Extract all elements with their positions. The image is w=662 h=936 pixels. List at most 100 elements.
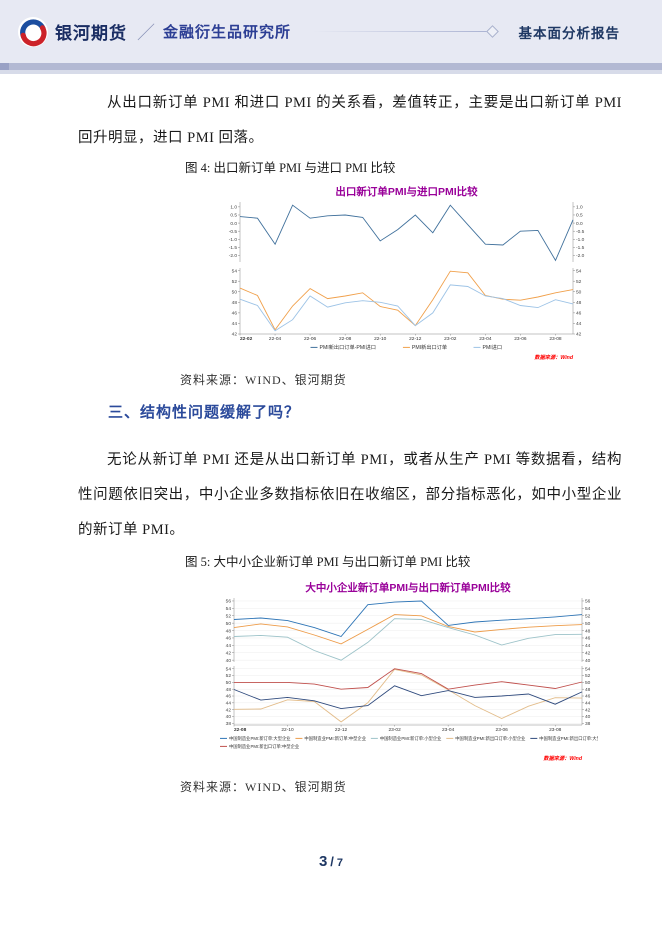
- svg-text:56: 56: [226, 599, 232, 605]
- svg-text:中国制造业PMI:新出口订单:小型企业: 中国制造业PMI:新出口订单:小型企业: [455, 735, 526, 742]
- svg-text:48: 48: [576, 300, 582, 306]
- svg-text:42: 42: [585, 707, 591, 713]
- header-band-cap: [0, 63, 9, 70]
- figure4-source-note: 资料来源：WIND、银河期货: [180, 373, 347, 387]
- svg-text:22-08: 22-08: [339, 336, 352, 342]
- svg-text:大中小企业新订单PMI与出口新订单PMI比较: 大中小企业新订单PMI与出口新订单PMI比较: [305, 582, 511, 594]
- svg-text:50: 50: [585, 621, 591, 627]
- section-heading: 三、结构性问题缓解了吗？: [108, 405, 301, 421]
- paragraph-2: 无论从新订单 PMI 还是从出口新订单 PMI，或者从生产 PMI 等数据看，结…: [78, 452, 622, 538]
- svg-text:23-04: 23-04: [442, 727, 455, 733]
- svg-text:-2.0: -2.0: [576, 253, 585, 259]
- svg-text:23-06: 23-06: [514, 336, 527, 342]
- svg-text:PMI进口: PMI进口: [483, 343, 503, 351]
- svg-text:中国制造业PMI:新订单:中型企业: 中国制造业PMI:新订单:中型企业: [304, 735, 366, 742]
- svg-text:46: 46: [585, 694, 591, 700]
- svg-text:-0.5: -0.5: [229, 229, 238, 235]
- svg-text:56: 56: [585, 599, 591, 605]
- brand-divider: ／: [137, 22, 155, 43]
- page-number: 3/7: [0, 853, 662, 871]
- svg-text:0.5: 0.5: [576, 213, 583, 219]
- svg-text:-1.5: -1.5: [576, 245, 585, 251]
- svg-text:40: 40: [585, 658, 591, 664]
- header-band-light: [0, 70, 662, 74]
- svg-text:22-10: 22-10: [374, 336, 387, 342]
- svg-text:46: 46: [232, 311, 238, 317]
- svg-text:44: 44: [585, 643, 591, 649]
- svg-text:中国制造业PMI:新订单:大型企业: 中国制造业PMI:新订单:大型企业: [229, 735, 291, 742]
- svg-text:-1.0: -1.0: [229, 237, 238, 243]
- svg-text:50: 50: [226, 680, 232, 686]
- svg-text:48: 48: [232, 300, 238, 306]
- svg-text:54: 54: [585, 606, 591, 612]
- svg-text:40: 40: [585, 714, 591, 720]
- svg-text:22-12: 22-12: [409, 336, 422, 342]
- svg-text:中国制造业PMI:新出口订单:大型企业: 中国制造业PMI:新出口订单:大型企业: [539, 735, 598, 742]
- header-divider-line: [313, 25, 499, 38]
- header-band: [0, 63, 662, 70]
- svg-text:0.0: 0.0: [230, 221, 237, 227]
- svg-text:46: 46: [585, 636, 591, 642]
- figure5-source-note: 资料来源：WIND、银河期货: [180, 780, 347, 794]
- svg-text:23-06: 23-06: [496, 727, 509, 733]
- diamond-icon: [485, 25, 499, 38]
- svg-text:44: 44: [226, 643, 232, 649]
- svg-text:54: 54: [232, 268, 238, 274]
- svg-text:42: 42: [226, 707, 232, 713]
- svg-text:50: 50: [226, 621, 232, 627]
- svg-text:44: 44: [226, 701, 232, 707]
- svg-text:42: 42: [576, 332, 582, 338]
- svg-text:22-08: 22-08: [234, 727, 247, 733]
- figure5-chart: 大中小企业新订单PMI与出口新订单PMI比较 56 56 54 54 52 52 50 50 48…: [218, 581, 610, 777]
- institute-name: 金融衍生品研究所: [163, 24, 292, 41]
- svg-text:22-12: 22-12: [335, 727, 348, 733]
- svg-text:54: 54: [576, 268, 582, 274]
- svg-text:54: 54: [585, 666, 591, 672]
- svg-text:46: 46: [576, 311, 582, 317]
- svg-text:46: 46: [226, 694, 232, 700]
- svg-text:出口新订单PMI与进口PMI比较: 出口新订单PMI与进口PMI比较: [335, 186, 478, 198]
- svg-text:-1.0: -1.0: [576, 237, 585, 243]
- svg-text:PMI新出口订单-PMI进口: PMI新出口订单-PMI进口: [320, 343, 377, 351]
- page-current: 3: [318, 853, 328, 870]
- svg-text:23-08: 23-08: [549, 727, 562, 733]
- svg-text:42: 42: [226, 650, 232, 656]
- svg-text:50: 50: [585, 680, 591, 686]
- svg-text:23-04: 23-04: [479, 336, 492, 342]
- svg-text:48: 48: [585, 687, 591, 693]
- svg-text:42: 42: [232, 332, 238, 338]
- svg-text:48: 48: [585, 628, 591, 634]
- svg-text:1.0: 1.0: [576, 205, 583, 211]
- report-type-label: 基本面分析报告: [518, 25, 620, 41]
- svg-text:23-08: 23-08: [549, 336, 562, 342]
- svg-text:22-10: 22-10: [281, 727, 294, 733]
- svg-text:23-02: 23-02: [388, 727, 401, 733]
- svg-text:48: 48: [226, 628, 232, 634]
- svg-text:44: 44: [576, 321, 582, 327]
- svg-text:22-04: 22-04: [269, 336, 282, 342]
- svg-text:52: 52: [585, 673, 591, 679]
- svg-text:54: 54: [226, 606, 232, 612]
- page-total: 7: [336, 857, 344, 869]
- svg-text:44: 44: [232, 321, 238, 327]
- svg-text:-2.0: -2.0: [229, 253, 238, 259]
- svg-text:-0.5: -0.5: [576, 229, 585, 235]
- brand-name: 银河期货: [55, 24, 127, 43]
- svg-text:中国制造业PMI:新出口订单:中型企业: 中国制造业PMI:新出口订单:中型企业: [229, 743, 300, 750]
- svg-text:0.0: 0.0: [576, 221, 583, 227]
- svg-text:44: 44: [585, 701, 591, 707]
- svg-text:38: 38: [585, 721, 591, 727]
- svg-text:数据来源：Wind: 数据来源：Wind: [543, 755, 582, 762]
- figure4-chart: 出口新订单PMI与进口PMI比较 1.0 1.0 0.5 0.5 0.0 0.0 -0.5 -0…: [224, 185, 589, 373]
- svg-text:52: 52: [576, 279, 582, 285]
- svg-text:22-06: 22-06: [304, 336, 317, 342]
- svg-text:52: 52: [226, 673, 232, 679]
- figure4-caption: 图 4: 出口新订单 PMI 与进口 PMI 比较: [185, 161, 396, 175]
- svg-text:23-02: 23-02: [444, 336, 457, 342]
- svg-text:数据来源：Wind: 数据来源：Wind: [534, 354, 573, 361]
- svg-text:0.5: 0.5: [230, 213, 237, 219]
- svg-text:52: 52: [585, 613, 591, 619]
- svg-text:38: 38: [226, 721, 232, 727]
- svg-text:40: 40: [226, 714, 232, 720]
